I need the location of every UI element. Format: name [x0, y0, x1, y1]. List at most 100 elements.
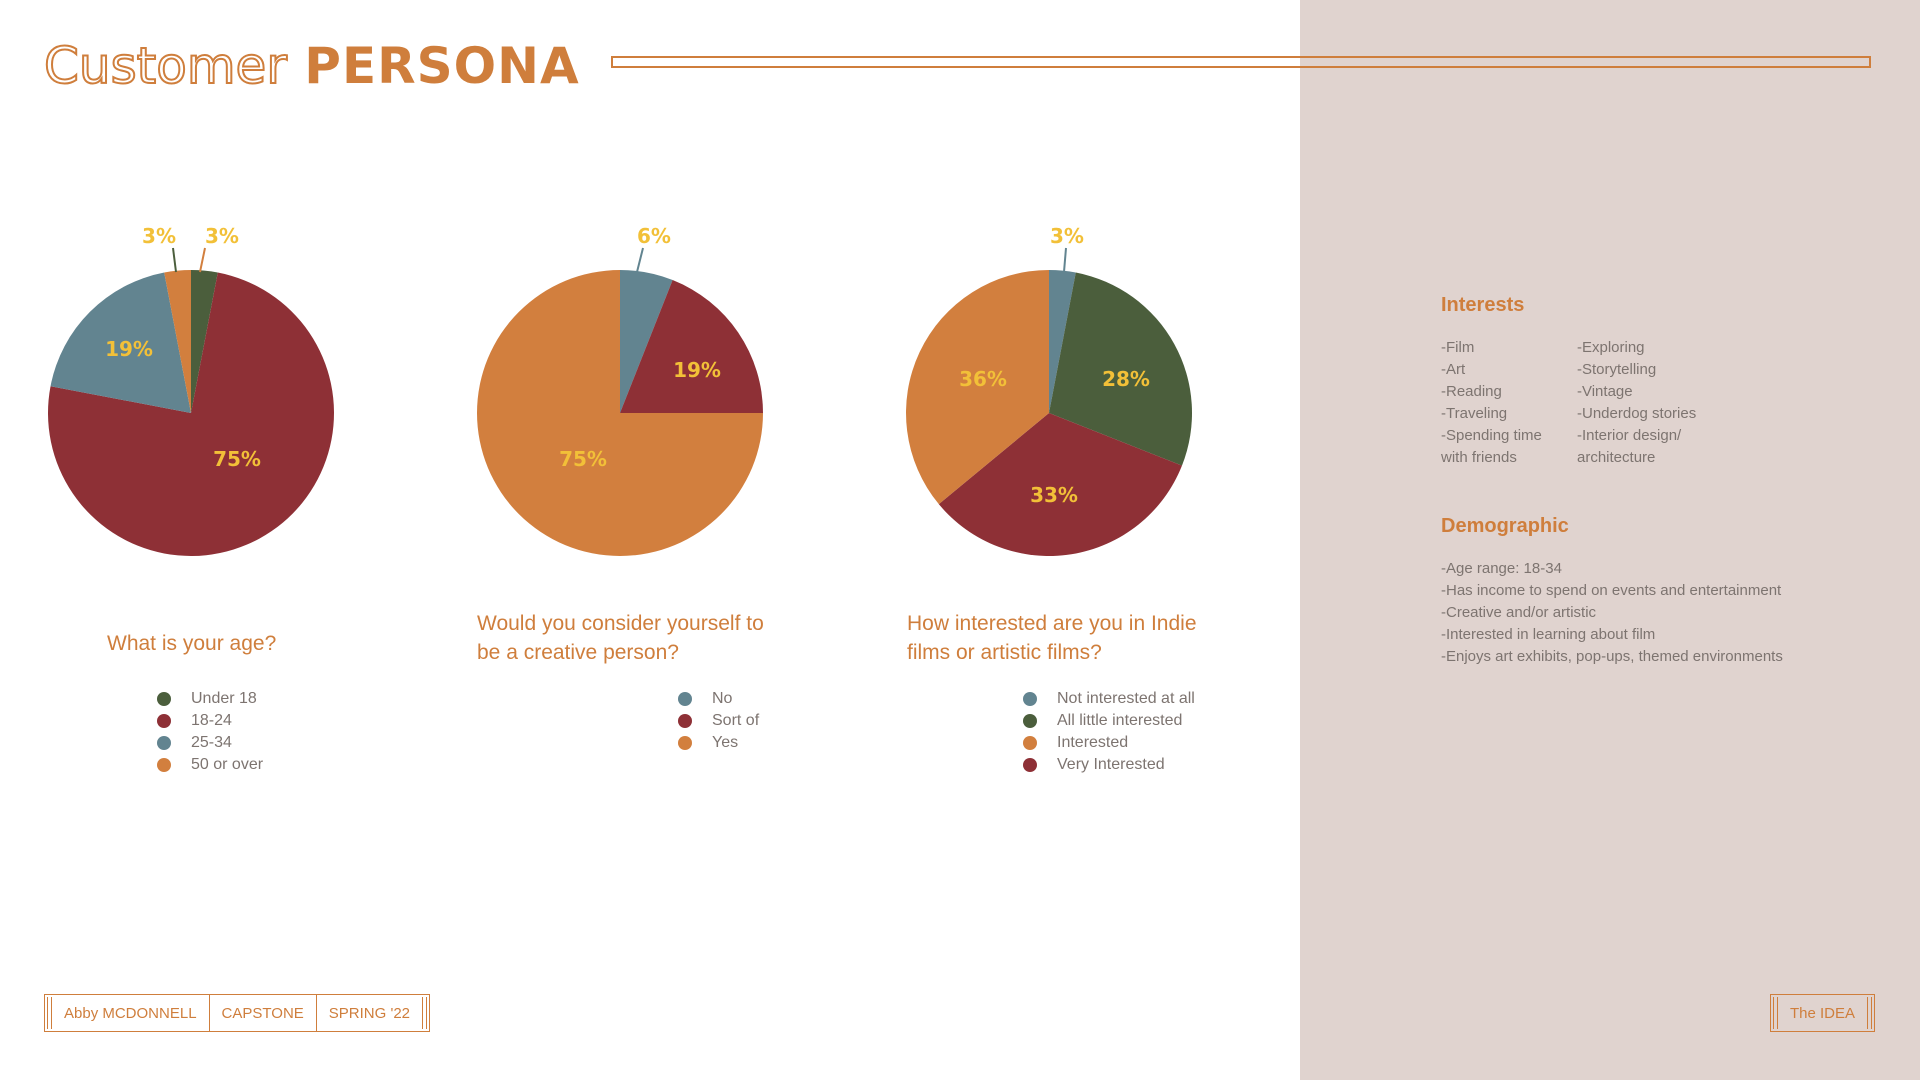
pct-label-not-interested: 3% [1050, 224, 1084, 248]
question-age: What is your age? [107, 629, 276, 658]
list-item: -Creative and/or artistic [1441, 604, 1597, 621]
legend-item: Under 18 [157, 688, 263, 710]
footer-course: CAPSTONE [210, 995, 317, 1031]
creative-legend: No Sort of Yes [678, 688, 759, 754]
legend-swatch [157, 714, 171, 728]
pct-label-25-34: 19% [105, 337, 153, 361]
pie-slice-sort-of [620, 280, 763, 413]
legend-item: 50 or over [157, 754, 263, 776]
legend-label: No [712, 690, 733, 707]
legend-swatch [1023, 692, 1037, 706]
legend-label: All little interested [1057, 712, 1183, 729]
indie-legend: Not interested at all All little interes… [1023, 688, 1195, 776]
list-item: with friends [1441, 449, 1517, 466]
legend-swatch [1023, 736, 1037, 750]
question-indie-line1: How interested are you in Indie [907, 612, 1197, 635]
leader-line-under18 [172, 247, 177, 273]
title-bold: PERSONA [304, 37, 580, 95]
legend-label: Yes [712, 734, 739, 751]
list-item: -Age range: 18-34 [1441, 560, 1562, 577]
list-item: -Interested in learning about film [1441, 626, 1656, 643]
age-legend: Under 18 18-24 25-34 50 or over [157, 688, 263, 776]
pct-label-interested: 36% [959, 367, 1007, 391]
pie-slice-no [620, 270, 673, 413]
legend-item: Yes [678, 732, 759, 754]
legend-item: Interested [1023, 732, 1195, 754]
pct-label-a-little-interested: 28% [1102, 367, 1150, 391]
interests-heading: Interests [1441, 294, 1525, 316]
pie-slice-all-little-interested [1049, 272, 1193, 466]
right-info-panel [1300, 0, 1920, 1080]
footer-credits: Abby MCDONNELL CAPSTONE SPRING '22 [44, 994, 431, 1032]
pie-slice-under-18 [191, 270, 218, 413]
pie-slice-not-interested-at-all [1049, 270, 1076, 413]
page-title: Customer PERSONA [43, 36, 580, 96]
leader-line-no [636, 247, 644, 273]
list-item: -Has income to spend on events and enter… [1441, 582, 1782, 599]
list-item: -Art [1441, 361, 1466, 378]
list-item: -Film [1441, 339, 1475, 356]
question-age-text: What is your age? [107, 632, 277, 655]
pct-label-very-interested: 33% [1030, 483, 1078, 507]
legend-label: Under 18 [191, 690, 257, 707]
legend-label: Sort of [712, 712, 760, 729]
pie-slice-50-or-over [164, 270, 191, 413]
legend-label: 18-24 [191, 712, 232, 729]
legend-label: Very Interested [1057, 756, 1165, 773]
legend-item: Sort of [678, 710, 759, 732]
pct-label-18-24: 75% [213, 447, 261, 471]
leader-line-50-or-over [199, 247, 206, 273]
title-light: Customer [43, 36, 288, 96]
legend-swatch [157, 692, 171, 706]
list-item: -Spending time [1441, 427, 1542, 444]
legend-item: All little interested [1023, 710, 1195, 732]
legend-swatch [157, 758, 171, 772]
pct-label-under18: 3% [142, 224, 176, 248]
footer-section: The IDEA [1769, 994, 1875, 1032]
footer-section-label: The IDEA [1789, 1004, 1855, 1022]
legend-item: Not interested at all [1023, 688, 1195, 710]
list-item: -Exploring [1577, 339, 1645, 356]
age-pie-chart: 3% 3% 75% 19% [47, 224, 334, 556]
legend-swatch [1023, 714, 1037, 728]
legend-item: No [678, 688, 759, 710]
footer-term: SPRING '22 [328, 1004, 411, 1022]
pie-slice-25-34 [50, 272, 191, 413]
list-item: -Interior design/ [1577, 427, 1682, 444]
legend-item: 18-24 [157, 710, 263, 732]
interests-list-col2: -Exploring -Storytelling -Vintage -Under… [1577, 337, 1696, 469]
legend-swatch [678, 714, 692, 728]
legend-item: 25-34 [157, 732, 263, 754]
pct-label-sort-of: 19% [673, 358, 721, 382]
list-item: -Vintage [1577, 383, 1633, 400]
list-item: architecture [1577, 449, 1656, 466]
legend-label: 50 or over [191, 756, 264, 773]
legend-label: Interested [1057, 734, 1129, 751]
legend-label: Not interested at all [1057, 690, 1195, 707]
legend-swatch [678, 736, 692, 750]
question-creative-line2: be a creative person? [477, 641, 679, 664]
list-item: -Storytelling [1577, 361, 1657, 378]
question-creative: Would you consider yourself to be a creat… [477, 609, 764, 667]
pct-label-no: 6% [637, 224, 671, 248]
title-rule [611, 56, 1871, 68]
pie-slice-very-interested [938, 413, 1182, 556]
demographic-list: -Age range: 18-34 -Has income to spend o… [1441, 558, 1783, 668]
question-creative-line1: Would you consider yourself to [477, 612, 764, 635]
pie-slice-18-24 [47, 272, 334, 556]
pct-label-yes: 75% [559, 447, 607, 471]
pct-label-50-or-over: 3% [205, 224, 239, 248]
list-item: -Underdog stories [1577, 405, 1697, 422]
list-item: -Traveling [1441, 405, 1508, 422]
creative-pie-chart: 6% 19% 75% [477, 224, 763, 556]
demographic-heading: Demographic [1441, 515, 1569, 537]
legend-swatch [1023, 758, 1037, 772]
interests-list-col1: -Film -Art -Reading -Traveling -Spending… [1441, 337, 1542, 469]
leader-line-not-interested [1063, 247, 1067, 273]
question-indie: How interested are you in Indie films or … [907, 609, 1197, 667]
list-item: -Reading [1441, 383, 1502, 400]
pie-slice-interested [906, 270, 1049, 505]
legend-label: 25-34 [191, 734, 232, 751]
legend-item: Very Interested [1023, 754, 1195, 776]
question-indie-line2: films or artistic films? [907, 641, 1102, 664]
